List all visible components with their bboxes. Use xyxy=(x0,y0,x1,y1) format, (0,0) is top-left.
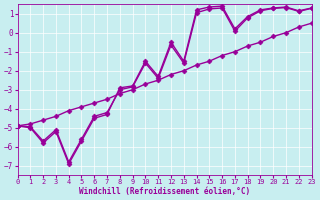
X-axis label: Windchill (Refroidissement éolien,°C): Windchill (Refroidissement éolien,°C) xyxy=(79,187,250,196)
